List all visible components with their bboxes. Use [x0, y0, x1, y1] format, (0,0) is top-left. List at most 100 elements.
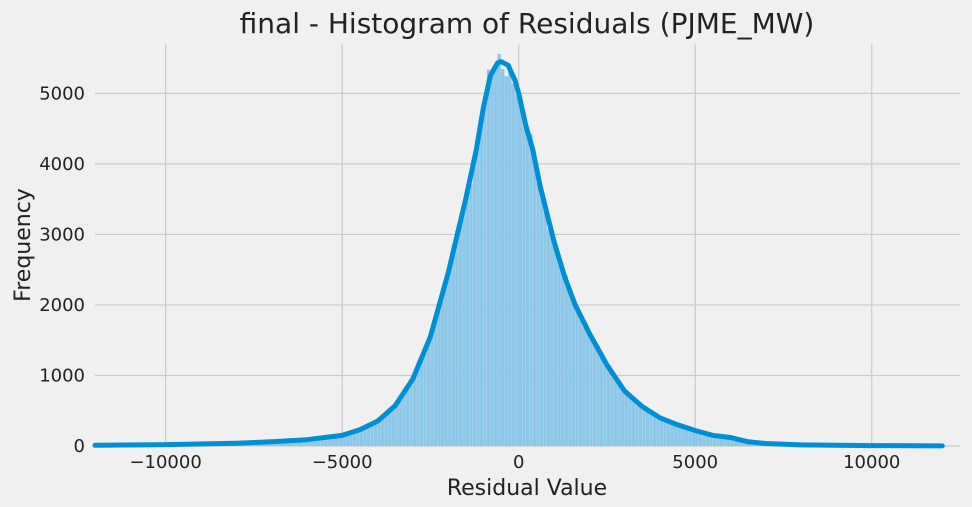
histogram-bar	[306, 439, 311, 446]
histogram-bar	[472, 163, 477, 446]
histogram-bar	[628, 395, 632, 446]
histogram-bar	[313, 438, 318, 446]
histogram-bar	[448, 266, 452, 446]
histogram-bar	[508, 69, 512, 446]
histogram-bar	[617, 383, 621, 446]
histogram-bar	[444, 276, 448, 446]
histogram-bar	[433, 319, 438, 446]
histogram-bar	[525, 131, 530, 446]
y-tick-label: 1000	[39, 365, 85, 386]
histogram-bar	[501, 68, 505, 447]
x-tick-label: −10000	[129, 452, 201, 473]
histogram-bar	[624, 394, 628, 446]
kde-curve	[92, 59, 945, 449]
y-tick-label: 2000	[39, 295, 85, 316]
x-tick-label: 5000	[672, 452, 718, 473]
histogram-bar	[709, 434, 713, 446]
histogram-bar	[289, 440, 293, 446]
histogram-bar	[603, 361, 607, 446]
histogram-bar	[589, 338, 593, 446]
histogram-bar	[469, 184, 473, 446]
histogram-bar	[402, 393, 406, 446]
histogram-bar	[359, 429, 364, 446]
y-tick-label: 0	[74, 436, 85, 457]
histogram-bar	[416, 365, 420, 446]
histogram-bar	[666, 421, 671, 446]
histogram-bar	[561, 267, 565, 446]
histogram-bar	[363, 427, 367, 446]
histogram-bar	[299, 439, 304, 446]
histogram-bar	[677, 425, 681, 446]
histogram-bar	[638, 403, 643, 446]
histogram-bar	[522, 111, 526, 447]
histogram-bar	[490, 69, 494, 447]
x-tick-label: 10000	[843, 452, 900, 473]
histogram-bar	[324, 437, 328, 446]
histogram-bar	[652, 414, 657, 446]
histogram-bar	[515, 95, 519, 447]
histogram-bar	[737, 439, 741, 446]
histogram-bar	[688, 428, 692, 446]
histogram-bar	[441, 290, 445, 446]
x-tick-labels: −10000 −5000 0 5000 10000	[129, 452, 900, 473]
histogram-bar	[476, 136, 480, 447]
histogram-bar	[426, 343, 431, 446]
histogram-bar	[395, 404, 399, 446]
histogram-bar	[631, 397, 636, 446]
histogram-bar	[398, 397, 403, 446]
histogram-bar	[458, 224, 463, 446]
histogram-bar	[681, 426, 685, 446]
histogram-bar	[380, 416, 385, 446]
histogram-bar	[405, 387, 410, 446]
histogram-bar	[388, 410, 392, 446]
histogram-bar	[719, 436, 724, 446]
x-axis-label: Residual Value	[447, 476, 607, 501]
histogram-bar	[656, 417, 660, 446]
y-axis-label: Frequency	[11, 188, 36, 302]
histogram-bar	[698, 432, 703, 446]
histogram-bar	[571, 300, 576, 446]
histogram-bar	[596, 345, 600, 446]
histogram-bar	[423, 349, 427, 446]
histogram-bar	[730, 437, 734, 446]
histogram-bar	[345, 433, 350, 446]
histogram-bar	[546, 229, 551, 446]
histogram-bar	[504, 76, 508, 447]
histogram-bars	[95, 53, 960, 447]
histogram-bar	[303, 439, 307, 446]
histogram-bar	[684, 427, 688, 446]
histogram-bar	[335, 435, 339, 446]
histogram-bar	[564, 275, 568, 446]
histogram-bar	[550, 236, 554, 446]
histogram-bar	[451, 245, 455, 446]
histogram-bar	[606, 365, 611, 446]
kde-line	[92, 59, 945, 449]
histogram-bar	[352, 431, 357, 446]
histogram-bar	[557, 260, 561, 446]
histogram-bar	[419, 355, 424, 446]
histogram-bar	[342, 434, 346, 446]
histogram-bar	[349, 432, 353, 446]
histogram-bar	[568, 290, 572, 446]
histogram-bar	[493, 64, 498, 446]
histogram-bar	[734, 439, 738, 446]
histogram-bar	[310, 438, 314, 446]
histogram-bar	[292, 440, 297, 446]
histogram-bar	[437, 309, 441, 446]
histogram-bar	[536, 182, 540, 446]
histogram-bar	[642, 406, 646, 446]
histogram-bar	[614, 379, 618, 446]
x-tick-label: 0	[513, 452, 524, 473]
histogram-bar	[702, 433, 706, 446]
histogram-bar	[532, 153, 537, 446]
histogram-bar	[539, 192, 544, 446]
histogram-bar	[356, 430, 360, 446]
histogram-bar	[553, 244, 558, 446]
histogram-bar	[328, 437, 332, 446]
histogram-bar	[695, 431, 699, 446]
histogram-bar	[377, 418, 381, 446]
histogram-bar	[331, 436, 335, 446]
histogram-bar	[659, 419, 664, 446]
histogram-bar	[610, 372, 614, 446]
